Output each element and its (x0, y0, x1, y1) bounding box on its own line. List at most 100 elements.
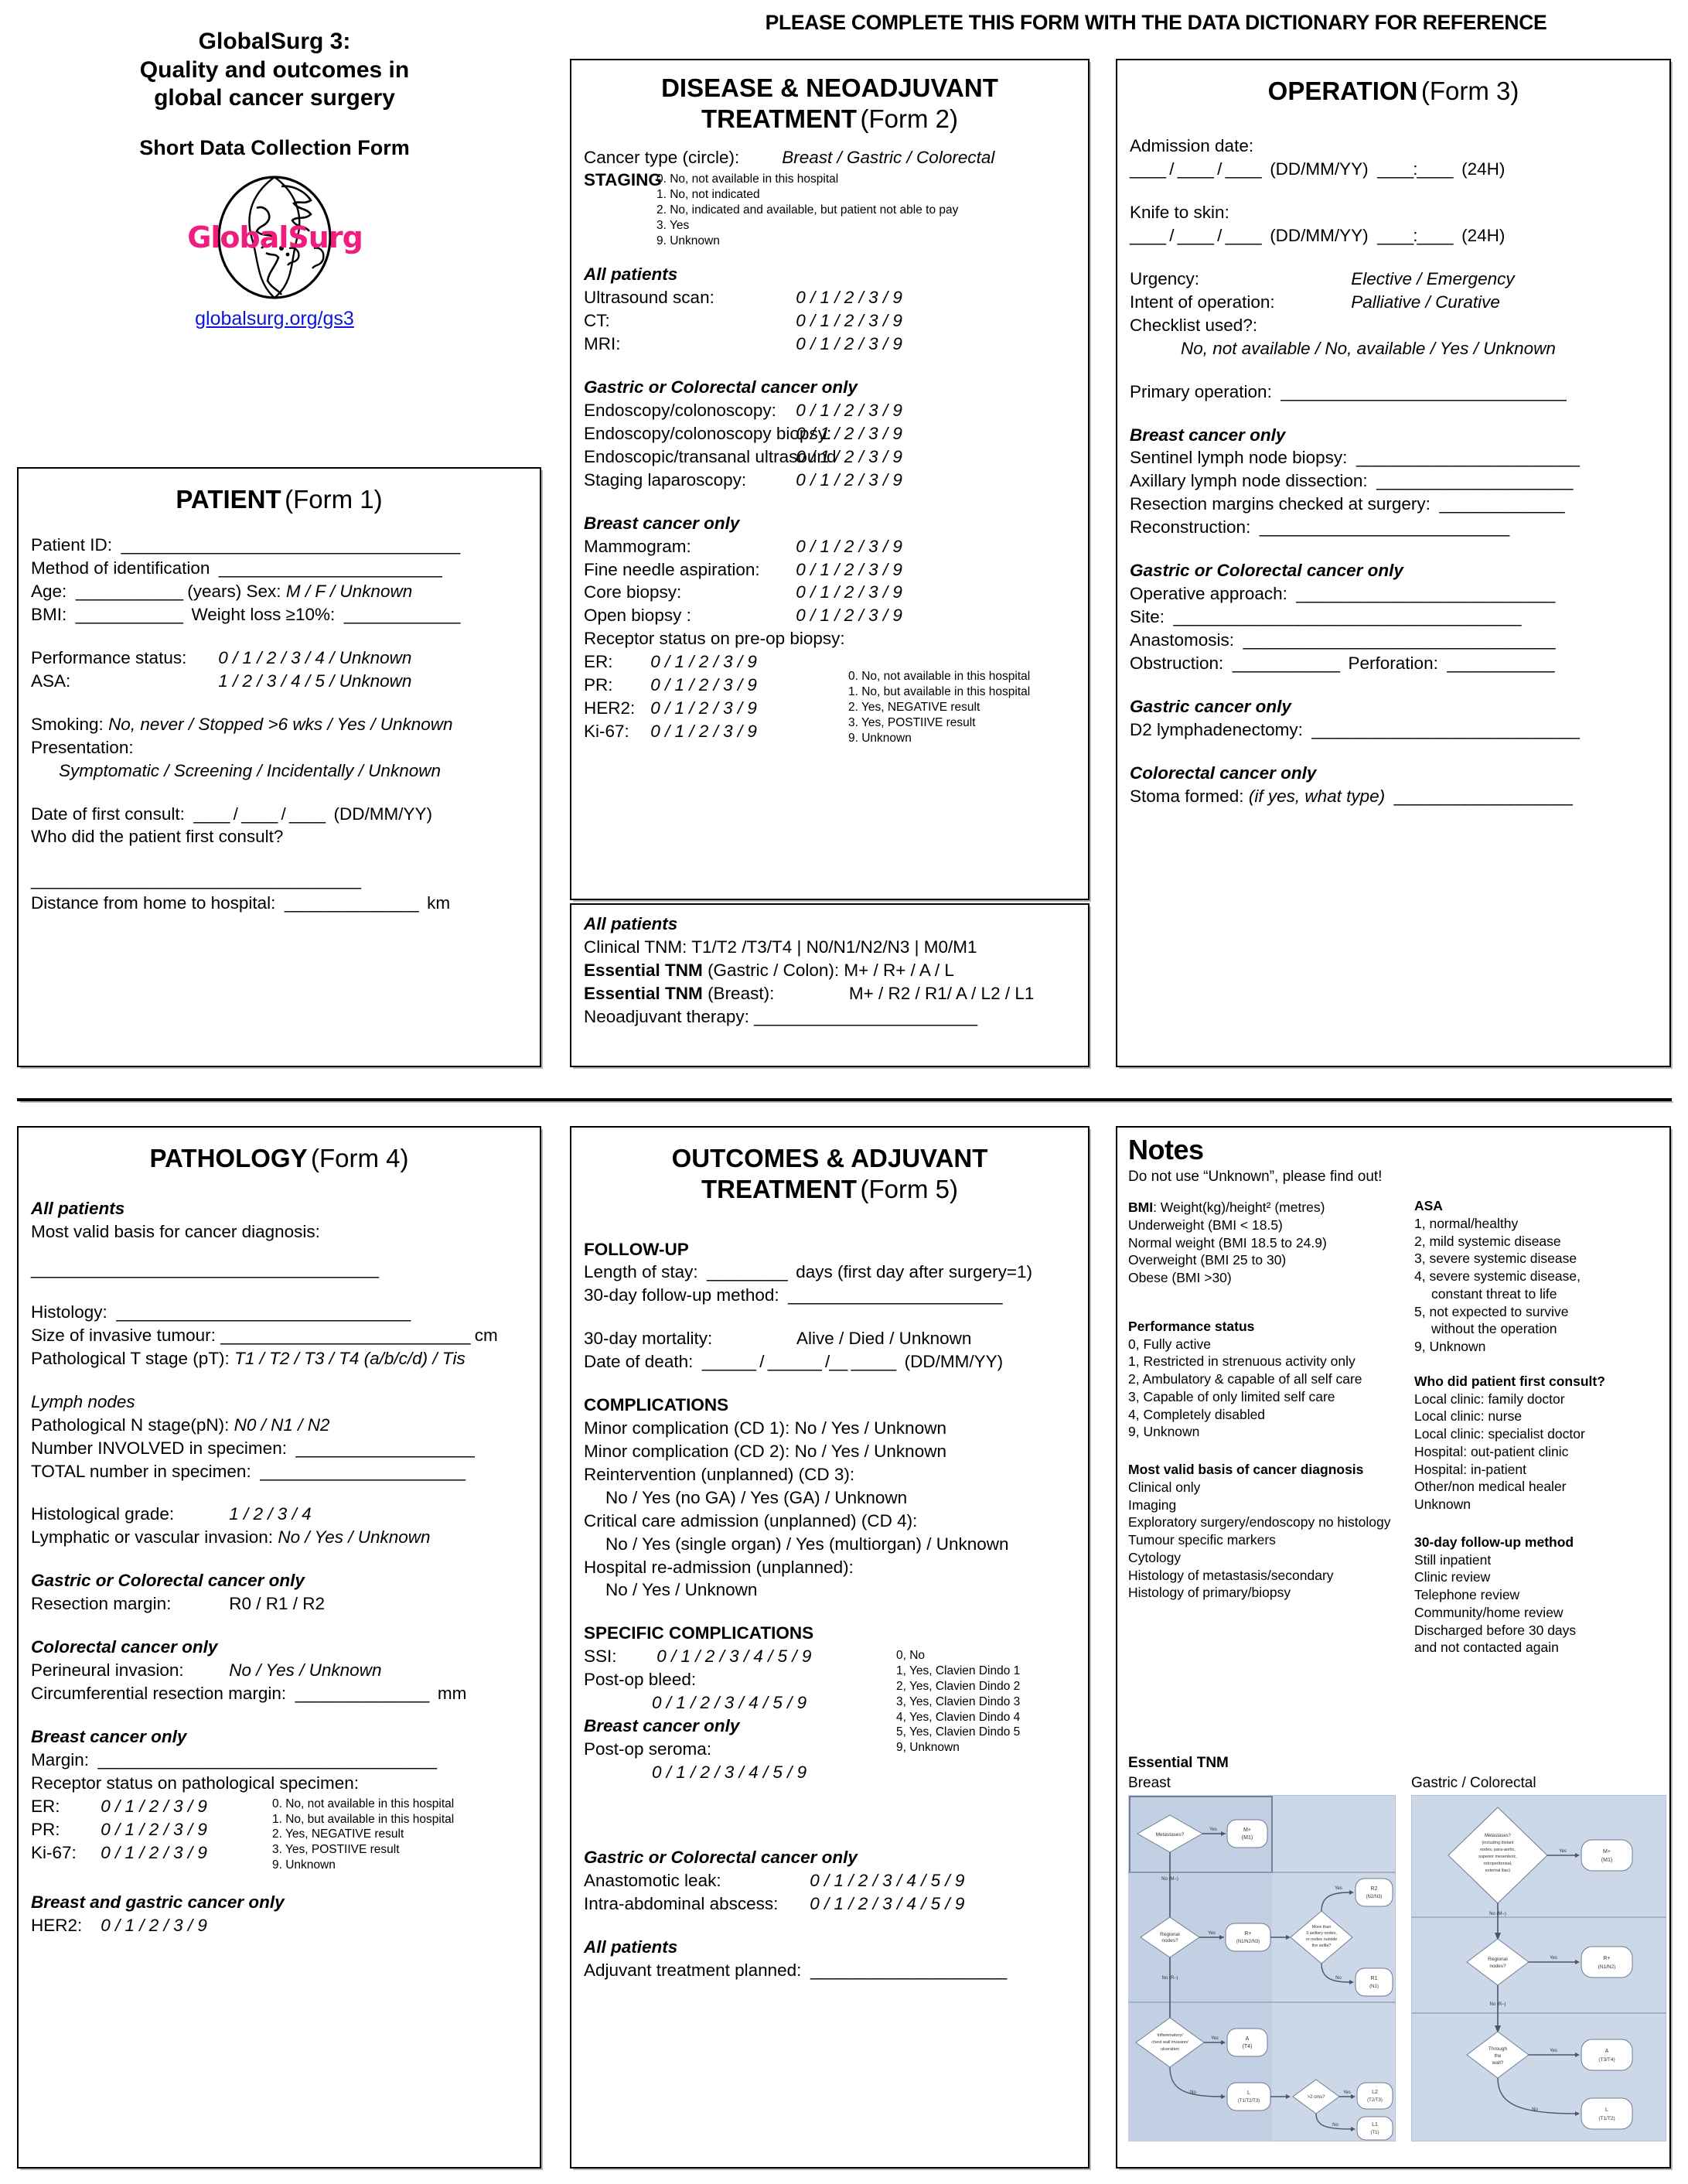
field-anastomotic-leak[interactable]: Anastomotic leak: 0 / 1 / 2 / 3 / 4 / 5 … (584, 1869, 1076, 1892)
pt-stage-options[interactable]: T1 / T2 / T3 / T4 (a/b/c/d) / Tis (234, 1348, 465, 1368)
field-knife-datetime[interactable]: ____ / ____ / ____ (DD/MM/YY) ____:____ … (1130, 224, 1657, 247)
obstruction-blank[interactable]: ____________ (1228, 653, 1344, 673)
field-crm[interactable]: Circumferential resection margin: ______… (31, 1682, 527, 1705)
pr-options[interactable]: 0 / 1 / 2 / 3 / 9 (650, 675, 757, 695)
sentinel-node-blank[interactable]: _________________________ (1352, 448, 1580, 468)
endoscopy-options[interactable]: 0 / 1 / 2 / 3 / 9 (796, 401, 902, 421)
knife-time-blank[interactable]: ____:____ (1373, 226, 1457, 246)
resection-margins-blank[interactable]: ______________ (1435, 494, 1564, 514)
presentation-options[interactable]: Symptomatic / Screening / Incidentally /… (59, 760, 441, 780)
field-asa[interactable]: ASA: 1 / 2 / 3 / 4 / 5 / Unknown (31, 670, 527, 693)
abscess-options[interactable]: 0 / 1 / 2 / 3 / 4 / 5 / 9 (810, 1894, 965, 1914)
field-cd1[interactable]: Minor complication (CD 1): No / Yes / Un… (584, 1417, 1076, 1440)
field-site[interactable]: Site: __________________________________… (1130, 606, 1657, 629)
pr-path-options[interactable]: 0 / 1 / 2 / 3 / 9 (101, 1819, 207, 1839)
length-of-stay-blank[interactable]: _________ (702, 1262, 791, 1282)
histology-blank[interactable]: _________________________________ (112, 1302, 411, 1322)
staging-laparoscopy-options[interactable]: 0 / 1 / 2 / 3 / 9 (796, 469, 902, 490)
field-smoking[interactable]: Smoking: No, never / Stopped >6 wks / Ye… (31, 713, 527, 736)
field-death-date[interactable]: Date of death: ______ / ______ /__ _____… (584, 1350, 1076, 1374)
mortality-options[interactable]: Alive / Died / Unknown (796, 1329, 972, 1349)
cd3-options[interactable]: No / Yes (no GA) / Yes (GA) / Unknown (605, 1487, 908, 1507)
field-anastomosis[interactable]: Anastomosis: ___________________________… (1130, 629, 1657, 652)
seroma-options[interactable]: 0 / 1 / 2 / 3 / 4 / 5 / 9 (652, 1762, 807, 1782)
axillary-dissection-blank[interactable]: ______________________ (1372, 471, 1573, 491)
bleed-options[interactable]: 0 / 1 / 2 / 3 / 4 / 5 / 9 (652, 1693, 807, 1713)
checklist-options[interactable]: No, not available / No, available / Yes … (1181, 338, 1556, 358)
cd4-options[interactable]: No / Yes (single organ) / Yes (multiorga… (605, 1534, 1009, 1554)
field-lvi[interactable]: Lymphatic or vascular invasion: No / Yes… (31, 1526, 527, 1549)
field-endoscopy[interactable]: Endoscopy/colonoscopy: 0 / 1 / 2 / 3 / 9 (584, 399, 1076, 422)
cd1-options[interactable]: No / Yes / Unknown (794, 1418, 946, 1438)
urgency-options[interactable]: Elective / Emergency (1351, 268, 1515, 288)
bmi-blank[interactable]: ____________ (71, 605, 187, 625)
fna-options[interactable]: 0 / 1 / 2 / 3 / 9 (796, 559, 902, 579)
field-d2-lymphadenectomy[interactable]: D2 lymphadenectomy: ____________________… (1130, 718, 1657, 742)
stoma-blank[interactable]: ____________________ (1390, 786, 1573, 806)
distance-blank[interactable]: _______________ (280, 893, 422, 913)
field-length-of-stay[interactable]: Length of stay: _________ days (first da… (584, 1261, 1076, 1284)
field-essential-tnm-breast[interactable]: Essential TNM (Breast): M+ / R2 / R1/ A … (584, 982, 1076, 1005)
anastomotic-leak-options[interactable]: 0 / 1 / 2 / 3 / 4 / 5 / 9 (810, 1871, 965, 1891)
perforation-blank[interactable]: ____________ (1443, 653, 1554, 673)
field-pn-stage[interactable]: Pathological N stage(pN): N0 / N1 / N2 (31, 1414, 527, 1437)
performance-status-options[interactable]: 0 / 1 / 2 / 3 / 4 / Unknown (218, 647, 412, 667)
field-sentinel-node[interactable]: Sentinel lymph node biopsy: ____________… (1130, 446, 1657, 469)
field-resection-margin[interactable]: Resection margin: R0 / R1 / R2 (31, 1592, 527, 1616)
her2-path-options[interactable]: 0 / 1 / 2 / 3 / 9 (101, 1915, 207, 1935)
primary-operation-blank[interactable]: ________________________________ (1277, 381, 1566, 401)
field-clinical-tnm[interactable]: Clinical TNM: T1/T2 /T3/T4 | N0/N1/N2/N3… (584, 936, 1076, 959)
field-abscess[interactable]: Intra-abdominal abscess: 0 / 1 / 2 / 3 /… (584, 1892, 1076, 1916)
essential-tnm-breast-value[interactable]: M+ / R2 / R1/ A / L2 / L1 (848, 983, 1035, 1003)
field-ki67-preop[interactable]: Ki-67: 0 / 1 / 2 / 3 / 9 (584, 720, 757, 743)
field-nodes-total[interactable]: TOTAL number in specimen: ______________… (31, 1460, 527, 1483)
field-mortality[interactable]: 30-day mortality: Alive / Died / Unknown (584, 1327, 1076, 1350)
field-perineural[interactable]: Perineural invasion: No / Yes / Unknown (31, 1659, 527, 1682)
intent-options[interactable]: Palliative / Curative (1351, 292, 1500, 312)
field-age-sex[interactable]: Age: ____________ (years) Sex: M / F / U… (31, 580, 527, 603)
field-method-identification[interactable]: Method of identification _______________… (31, 557, 527, 580)
endoscopy-biopsy-options[interactable]: 0 / 1 / 2 / 3 / 9 (796, 423, 902, 443)
field-axillary-dissection[interactable]: Axillary lymph node dissection: ________… (1130, 469, 1657, 493)
admission-date-blank[interactable]: ____ / ____ / ____ (1130, 159, 1265, 179)
ssi-options[interactable]: 0 / 1 / 2 / 3 / 4 / 5 / 9 (656, 1647, 812, 1667)
field-margin[interactable]: Margin: ________________________________… (31, 1749, 527, 1772)
basis-blank[interactable]: _______________________________________ (31, 1259, 379, 1279)
field-histological-grade[interactable]: Histological grade: 1 / 2 / 3 / 4 (31, 1503, 527, 1526)
neoadjuvant-blank[interactable]: _________________________ (754, 1006, 977, 1026)
field-staging-laparoscopy[interactable]: Staging laparoscopy: 0 / 1 / 2 / 3 / 9 (584, 469, 1076, 492)
cd2-options[interactable]: No / Yes / Unknown (794, 1441, 946, 1461)
field-intent[interactable]: Intent of operation: Palliative / Curati… (1130, 291, 1657, 314)
field-cd2[interactable]: Minor complication (CD 2): No / Yes / Un… (584, 1440, 1076, 1463)
anastomosis-blank[interactable]: ___________________________________ (1239, 630, 1556, 650)
field-pt-stage[interactable]: Pathological T stage (pT): T1 / T2 / T3 … (31, 1347, 527, 1370)
ct-options[interactable]: 0 / 1 / 2 / 3 / 9 (796, 311, 902, 331)
field-nodes-involved[interactable]: Number INVOLVED in specimen: ___________… (31, 1437, 527, 1460)
field-stoma[interactable]: Stoma formed: (if yes, what type) ______… (1130, 785, 1657, 808)
field-transanal-ultrasound[interactable]: Endoscopic/transanal ultrasound 0 / 1 / … (584, 445, 1076, 469)
field-ct[interactable]: CT: 0 / 1 / 2 / 3 / 9 (584, 309, 1076, 333)
field-essential-tnm-gc[interactable]: Essential TNM (Gastric / Colon): M+ / R+… (584, 959, 1076, 982)
er-path-options[interactable]: 0 / 1 / 2 / 3 / 9 (101, 1796, 207, 1816)
globalsurg-website-link[interactable]: globalsurg.org/gs3 (195, 307, 354, 329)
followup-method-blank[interactable]: ________________________ (783, 1285, 1002, 1305)
field-cancer-type[interactable]: Cancer type (circle): Breast / Gastric /… (584, 146, 1076, 169)
ki67-options[interactable]: 0 / 1 / 2 / 3 / 9 (650, 722, 757, 742)
patient-id-blank[interactable]: ______________________________________ (117, 535, 461, 555)
crm-blank[interactable]: _______________ (291, 1684, 433, 1703)
field-bmi-weightloss[interactable]: BMI: ____________ Weight loss ≥10%: ____… (31, 603, 527, 626)
field-operative-approach[interactable]: Operative approach: ____________________… (1130, 582, 1657, 606)
margin-blank[interactable]: ______________________________________ (94, 1749, 438, 1769)
field-her2-path[interactable]: HER2: 0 / 1 / 2 / 3 / 9 (31, 1914, 527, 1937)
operative-approach-blank[interactable]: _____________________________ (1292, 584, 1555, 604)
field-urgency[interactable]: Urgency: Elective / Emergency (1130, 268, 1657, 291)
asa-options[interactable]: 1 / 2 / 3 / 4 / 5 / Unknown (218, 671, 412, 691)
field-performance-status[interactable]: Performance status: 0 / 1 / 2 / 3 / 4 / … (31, 647, 527, 670)
field-ultrasound[interactable]: Ultrasound scan: 0 / 1 / 2 / 3 / 9 (584, 286, 1076, 309)
field-first-consult-date[interactable]: Date of first consult: ____ / ____ / ___… (31, 803, 527, 826)
field-open-biopsy[interactable]: Open biopsy : 0 / 1 / 2 / 3 / 9 (584, 604, 1076, 627)
weight-loss-blank[interactable]: _____________ (339, 605, 461, 625)
clinical-tnm-value[interactable]: T1/T2 /T3/T4 | N0/N1/N2/N3 | M0/M1 (691, 937, 977, 957)
readmission-options[interactable]: No / Yes / Unknown (605, 1580, 758, 1600)
field-primary-operation[interactable]: Primary operation: _____________________… (1130, 380, 1657, 404)
